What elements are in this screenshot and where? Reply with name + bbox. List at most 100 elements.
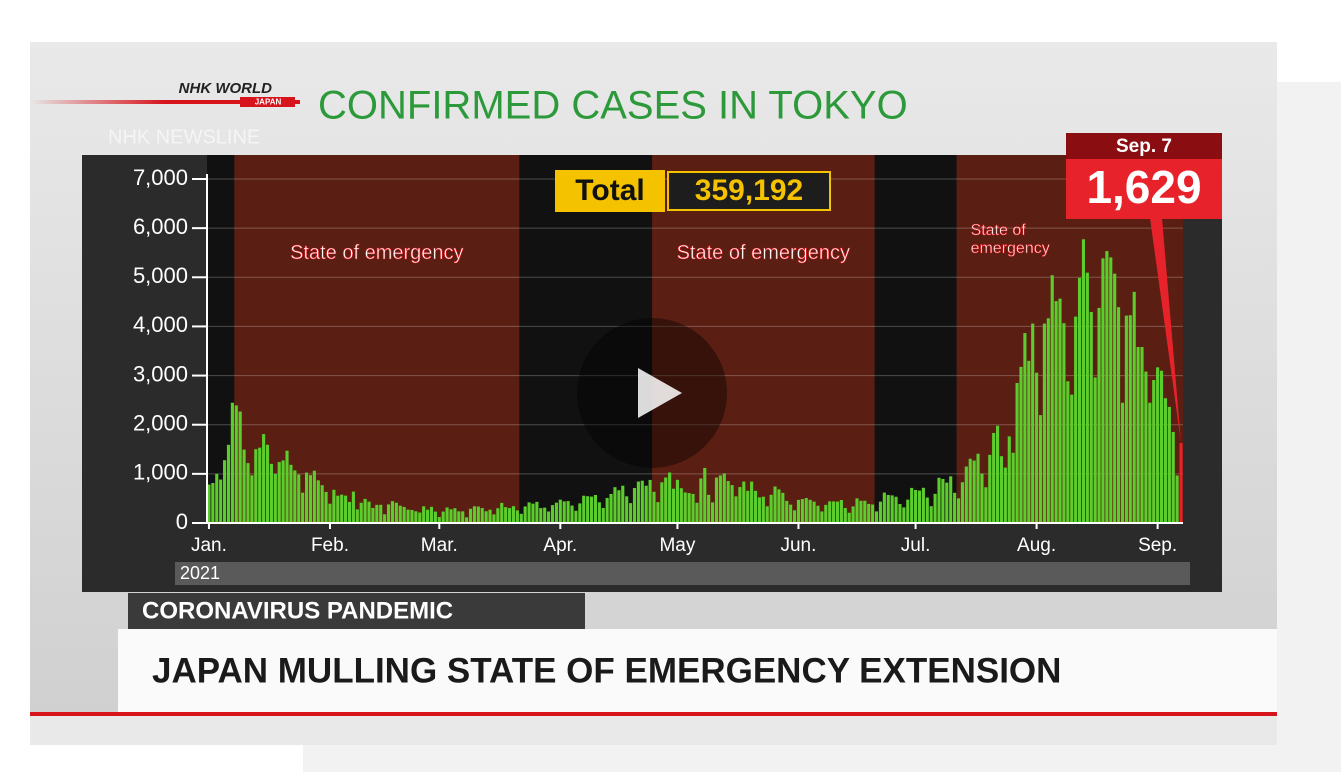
- bar: [394, 502, 398, 523]
- brand-sub-bg: [240, 97, 295, 107]
- bar: [1038, 415, 1043, 523]
- bar: [238, 411, 242, 523]
- bar: [890, 495, 894, 523]
- bar: [1156, 367, 1160, 523]
- emergency-band: [234, 155, 520, 523]
- bar: [398, 505, 402, 523]
- bar: [402, 506, 406, 523]
- bar: [265, 444, 270, 523]
- bar: [273, 473, 277, 523]
- bar: [519, 513, 523, 523]
- bar: [1117, 307, 1121, 523]
- bar: [683, 492, 687, 523]
- bar: [777, 489, 781, 523]
- bar: [230, 402, 234, 523]
- bar: [492, 514, 496, 523]
- bar: [1046, 318, 1050, 523]
- bar: [558, 499, 562, 523]
- bar: [301, 492, 305, 523]
- bar: [839, 500, 843, 523]
- bar: [625, 496, 629, 523]
- bar: [648, 479, 652, 523]
- bar: [468, 508, 473, 523]
- bottom-panel: [303, 745, 1341, 772]
- bar: [640, 480, 644, 523]
- bar: [847, 512, 851, 523]
- bar: [1023, 333, 1027, 523]
- bar: [882, 492, 886, 523]
- bar: [480, 508, 484, 523]
- bar: [703, 467, 707, 523]
- y-tick-label: 2,000: [133, 411, 188, 436]
- bar: [1007, 436, 1011, 523]
- bar: [992, 432, 996, 523]
- y-tick-label: 1,000: [133, 460, 188, 485]
- bar: [718, 475, 722, 523]
- bar: [457, 511, 461, 523]
- bar: [414, 511, 418, 523]
- bar: [347, 501, 352, 523]
- bar: [386, 504, 391, 523]
- logo-line: [30, 100, 300, 104]
- bar: [929, 506, 933, 523]
- bar: [332, 489, 336, 523]
- bar: [671, 488, 676, 523]
- bar: [1105, 251, 1109, 523]
- bar: [449, 509, 453, 523]
- bar: [742, 481, 746, 523]
- bar: [1128, 315, 1132, 523]
- bar: [406, 509, 410, 523]
- bar: [769, 494, 773, 523]
- bar: [1163, 398, 1167, 523]
- bar: [429, 506, 434, 523]
- bar: [246, 463, 250, 523]
- bar: [824, 504, 828, 523]
- bar: [835, 501, 840, 523]
- bar: [1148, 402, 1152, 523]
- bar: [730, 485, 734, 523]
- bar: [1152, 380, 1156, 523]
- bar: [695, 502, 699, 523]
- bar: [379, 504, 383, 523]
- x-tick-label: Jan.: [191, 535, 227, 556]
- bar: [855, 498, 859, 523]
- bar: [562, 501, 566, 523]
- bar: [418, 512, 422, 523]
- bar: [656, 502, 660, 523]
- bar: [488, 509, 492, 523]
- bar: [234, 405, 238, 523]
- bar: [1070, 394, 1074, 523]
- bar: [355, 509, 359, 523]
- bar: [1050, 275, 1054, 523]
- bar: [269, 463, 273, 523]
- bar: [367, 501, 371, 523]
- bar: [800, 499, 804, 523]
- bar: [734, 496, 738, 523]
- bar: [1093, 377, 1097, 523]
- bar: [960, 482, 964, 523]
- bar: [336, 495, 340, 523]
- bar: [937, 477, 941, 523]
- bar: [484, 511, 488, 523]
- bar: [578, 503, 582, 523]
- bar: [1074, 316, 1078, 523]
- bar: [543, 507, 547, 523]
- bar: [1159, 370, 1164, 523]
- bar: [390, 501, 395, 523]
- bar: [1066, 381, 1070, 523]
- bar: [851, 506, 855, 523]
- bar: [933, 493, 937, 523]
- bar: [293, 470, 297, 523]
- bar: [597, 502, 601, 523]
- bar: [589, 496, 594, 523]
- bar: [223, 460, 227, 523]
- bar: [972, 460, 976, 523]
- y-tick-label: 6,000: [133, 214, 188, 239]
- callout-date: Sep. 7: [1116, 136, 1172, 157]
- bar: [652, 491, 656, 523]
- bar: [281, 460, 285, 523]
- bar: [285, 450, 289, 523]
- bar: [1019, 366, 1023, 523]
- bar: [1035, 372, 1039, 523]
- bar: [507, 508, 512, 523]
